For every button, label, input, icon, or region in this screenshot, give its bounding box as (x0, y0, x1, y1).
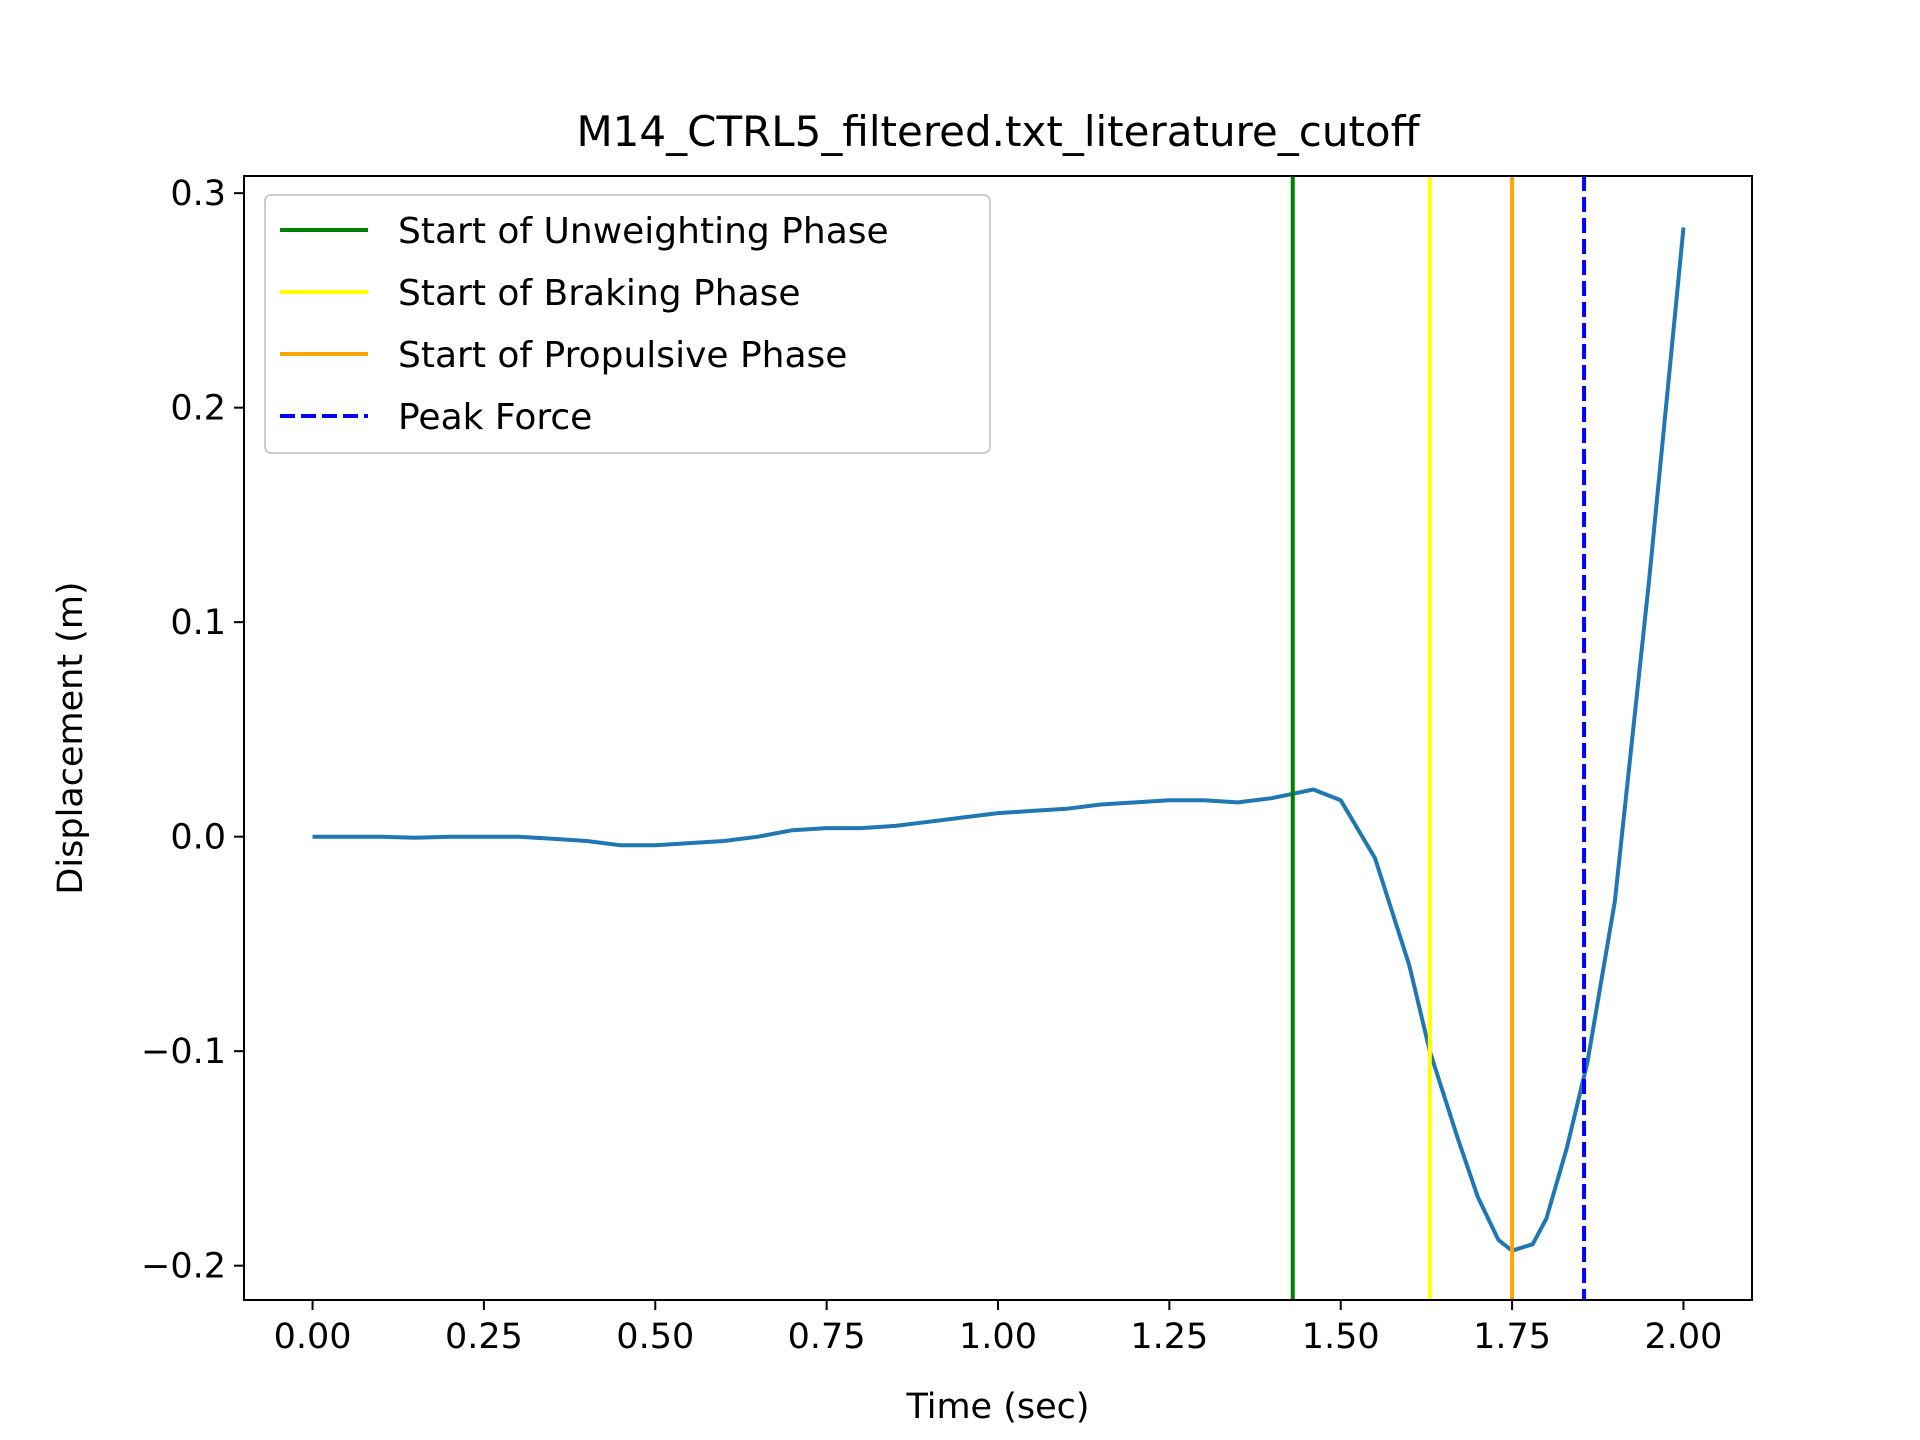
legend-label: Start of Unweighting Phase (398, 211, 889, 252)
y-axis-label: Displacement (m) (51, 581, 91, 894)
legend: Start of Unweighting Phase Start of Braki… (264, 194, 991, 454)
x-tick-label: 0.75 (788, 1317, 866, 1357)
legend-label: Start of Braking Phase (398, 273, 801, 314)
y-tick-label: 0.2 (170, 389, 226, 429)
x-tick-label: 0.25 (445, 1317, 523, 1357)
y-tick-label: 0.1 (170, 603, 226, 643)
legend-label: Peak Force (398, 397, 592, 438)
displacement-line (312, 227, 1686, 1253)
x-tick-label: 2.00 (1644, 1317, 1722, 1357)
y-tick-label: 0.0 (170, 818, 226, 858)
x-tick-label: 0.00 (274, 1317, 352, 1357)
y-tick-label: −0.2 (141, 1247, 226, 1287)
x-tick-label: 1.00 (959, 1317, 1037, 1357)
x-axis-label: Time (sec) (905, 1387, 1089, 1427)
y-tick-label: −0.1 (141, 1032, 226, 1072)
plot-area (312, 176, 1686, 1300)
x-tick-label: 0.50 (616, 1317, 694, 1357)
y-axis: −0.2 −0.1 0.0 0.1 0.2 0.3 (141, 174, 244, 1287)
legend-box (264, 194, 991, 454)
x-tick-label: 1.50 (1302, 1317, 1380, 1357)
x-tick-label: 1.75 (1473, 1317, 1551, 1357)
chart-title: M14_CTRL5_filtered.txt_literature_cutoff (576, 107, 1420, 156)
x-axis: 0.00 0.25 0.50 0.75 1.00 1.25 1.50 1.75 2.00 (274, 1300, 1722, 1357)
legend-label: Start of Propulsive Phase (398, 335, 847, 376)
y-tick-label: 0.3 (170, 174, 226, 214)
x-tick-label: 1.25 (1130, 1317, 1208, 1357)
